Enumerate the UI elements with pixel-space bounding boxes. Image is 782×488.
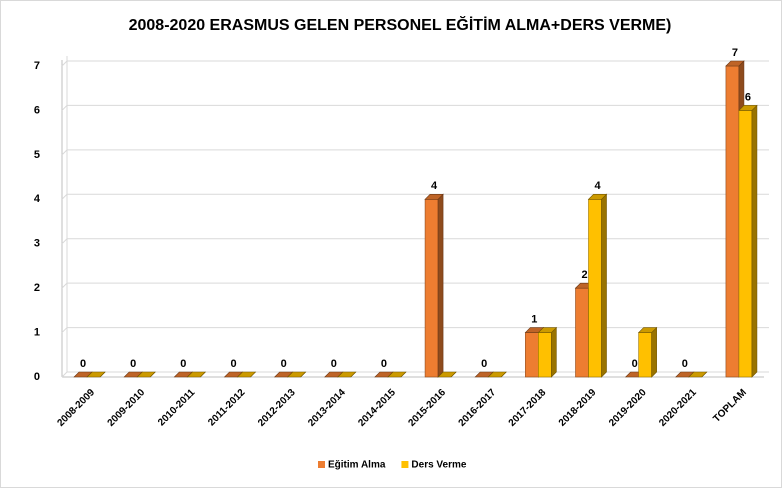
bar-side (551, 326, 557, 378)
bar (387, 371, 407, 378)
bar-top (487, 371, 507, 378)
legend-swatch (401, 461, 409, 468)
y-tick-label: 3 (34, 238, 40, 250)
bar-front (525, 332, 539, 378)
y-tick-label: 4 (34, 193, 41, 205)
bar-front (738, 110, 753, 378)
bar-top (725, 60, 745, 67)
bar-top (587, 193, 608, 200)
data-label: 0 (130, 358, 136, 370)
bar (587, 193, 608, 378)
bar (537, 326, 558, 378)
data-label: 0 (632, 358, 638, 370)
data-label: 0 (481, 358, 487, 370)
data-label: 0 (682, 358, 688, 370)
y-tick-label: 7 (34, 60, 40, 72)
bar-top (637, 327, 658, 333)
bar-top (738, 105, 758, 111)
legend-swatch (318, 461, 325, 468)
bar-top (424, 193, 444, 200)
grid-line (61, 60, 769, 67)
bar-front (588, 198, 602, 378)
bar-front (575, 287, 589, 378)
bar (437, 371, 457, 378)
grid-line (61, 149, 769, 156)
grid-line (61, 238, 769, 245)
y-tick-label: 2 (34, 282, 40, 294)
legend-label: Ders Verme (411, 460, 466, 471)
bar-top (387, 371, 407, 378)
chart-title: 2008-2020 ERASMUS GELEN PERSONEL EĞİTİM … (129, 15, 672, 34)
bar (86, 371, 106, 378)
bar-top (437, 371, 457, 378)
bar-top (537, 327, 558, 333)
bar (136, 371, 156, 378)
y-tick-label: 5 (34, 149, 40, 161)
data-label: 0 (80, 358, 86, 370)
y-tick-label: 1 (34, 326, 40, 338)
data-label: 6 (745, 91, 751, 103)
bar (487, 371, 507, 378)
bar (236, 371, 257, 378)
legend-label: Eğitim Alma (328, 460, 386, 471)
bar (738, 104, 758, 378)
bar-side (751, 104, 758, 378)
data-label: 0 (281, 358, 287, 370)
bar-top (136, 371, 156, 378)
bar-side (437, 193, 444, 378)
y-tick-label: 0 (34, 371, 40, 383)
y-tick-label: 6 (34, 104, 40, 116)
bar-side (601, 193, 607, 378)
grid-line (61, 193, 769, 200)
bar (286, 371, 307, 378)
bar (186, 371, 207, 378)
bar-top (186, 371, 207, 378)
data-label: 4 (431, 180, 438, 192)
grid-line (61, 104, 769, 111)
bar-top (236, 371, 257, 378)
bar (637, 326, 658, 378)
bar (424, 193, 444, 378)
data-label: 2 (581, 269, 587, 281)
bar-top (337, 371, 357, 378)
data-label: 4 (594, 180, 601, 192)
grid-line (61, 282, 769, 289)
data-label: 0 (230, 358, 236, 370)
bar (337, 371, 357, 378)
data-label: 0 (381, 358, 387, 370)
data-label: 0 (331, 358, 337, 370)
data-label: 7 (732, 47, 738, 59)
data-label: 1 (531, 313, 537, 325)
bar-front (725, 65, 740, 378)
bar-top (688, 371, 708, 378)
bar (688, 371, 708, 378)
bar-top (86, 371, 106, 378)
data-label: 0 (180, 358, 186, 370)
bar-front (638, 332, 652, 378)
bar-front (424, 198, 439, 378)
bar-side (651, 326, 657, 378)
bar-front (538, 332, 552, 378)
bar-top (286, 371, 307, 378)
